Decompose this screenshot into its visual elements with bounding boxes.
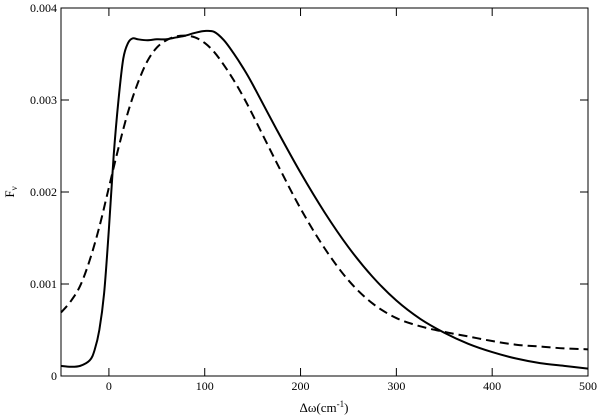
y-axis-label: Fν xyxy=(2,186,19,197)
series-line-solid xyxy=(60,29,589,370)
series-group xyxy=(60,29,589,370)
y-tick-label: 0.002 xyxy=(30,185,57,199)
y-tick-label: 0.004 xyxy=(30,1,57,15)
plot-frame xyxy=(60,7,589,377)
tick-labels: 0 100 200 300 400 500 0 0.001 0.002 0.003 0.004 xyxy=(30,1,597,393)
y-tick-label: 0.001 xyxy=(30,277,57,291)
x-tick-label: 300 xyxy=(387,379,405,393)
axis-ticks xyxy=(61,7,589,377)
x-tick-label: 200 xyxy=(292,379,310,393)
series-line-dashed xyxy=(60,34,589,351)
x-tick-label: 400 xyxy=(483,379,501,393)
x-tick-label: 500 xyxy=(579,379,597,393)
x-tick-label: 0 xyxy=(106,379,112,393)
y-tick-label: 0 xyxy=(51,369,57,383)
x-axis-label: Δω(cm-1) xyxy=(300,399,349,415)
y-tick-label: 0.003 xyxy=(30,93,57,107)
x-tick-label: 100 xyxy=(196,379,214,393)
